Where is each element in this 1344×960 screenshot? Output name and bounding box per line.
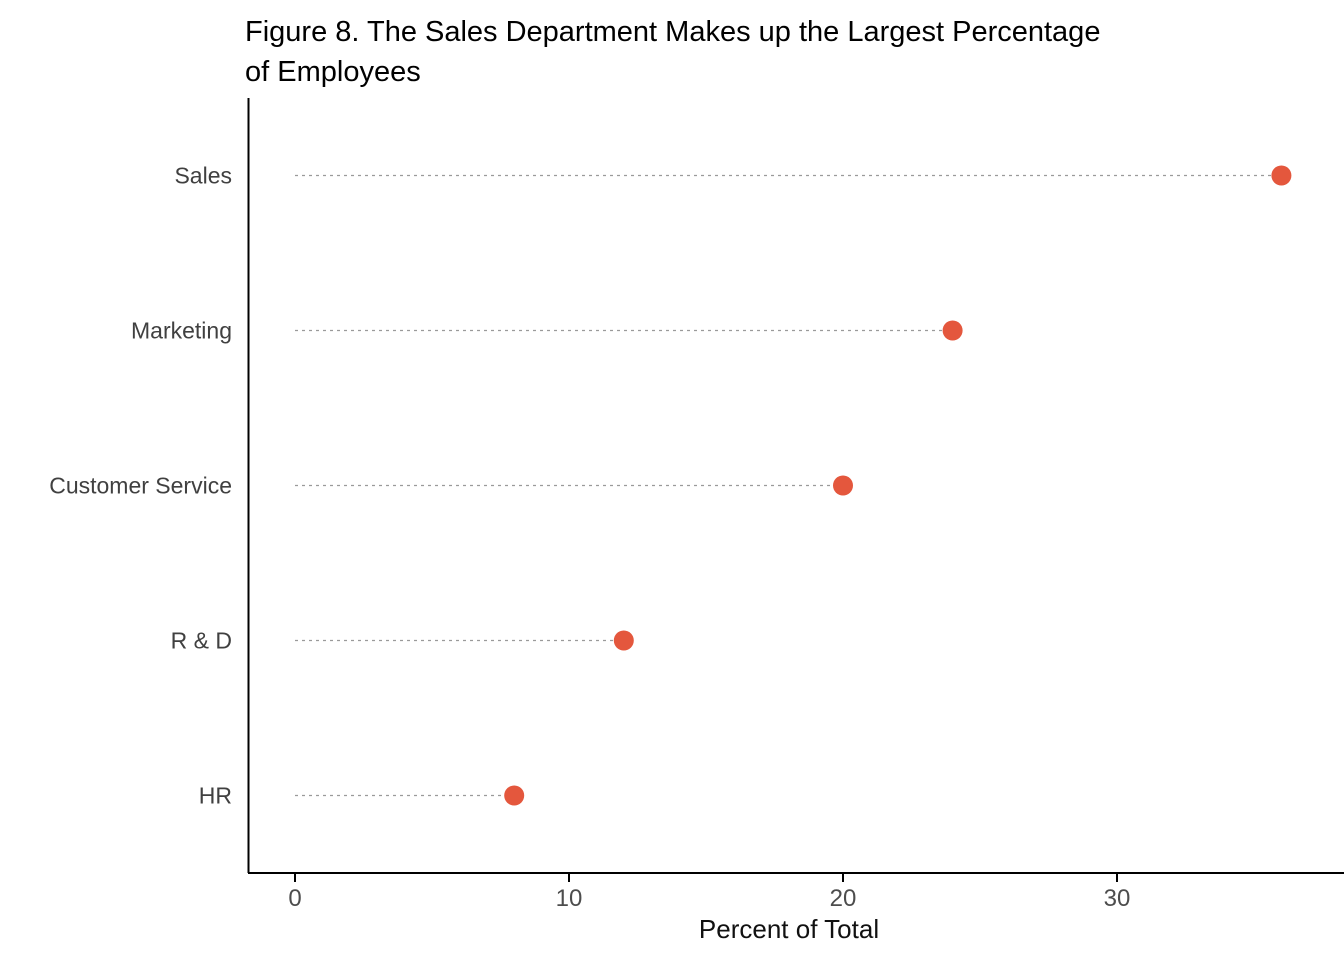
lollipop-dot (1271, 165, 1292, 186)
x-tick-label: 10 (556, 885, 583, 912)
chart-title: Figure 8. The Sales Department Makes up … (245, 12, 1100, 92)
chart-title-line1: Figure 8. The Sales Department Makes up … (245, 16, 1101, 48)
category-label: Customer Service (49, 473, 232, 499)
chart-title-line2: of Employees (245, 56, 421, 88)
category-label: HR (199, 783, 232, 809)
x-tick-label: 30 (1104, 885, 1131, 912)
category-label: R & D (171, 628, 232, 654)
category-label: Marketing (131, 318, 232, 344)
lollipop-dot (942, 320, 963, 341)
category-label: Sales (174, 163, 232, 189)
x-axis-title: Percent of Total (698, 914, 880, 944)
lollipop-dot (504, 785, 525, 806)
x-tick-label: 20 (830, 885, 857, 912)
x-tick-label: 0 (288, 885, 301, 912)
lollipop-dot (613, 630, 634, 651)
lollipop-dot (833, 475, 853, 496)
